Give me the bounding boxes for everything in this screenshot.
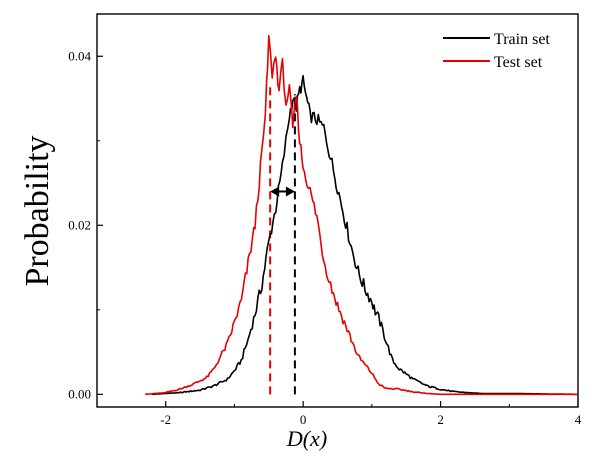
data-series bbox=[145, 34, 578, 396]
axis-tick-labels: -2 0 2 4 0.00 0.02 0.04 bbox=[68, 48, 582, 427]
reference-lines bbox=[269, 85, 296, 395]
arrow-head-left bbox=[270, 186, 280, 197]
legend-label-test: Test set bbox=[494, 54, 543, 71]
y-tick-label: 0.00 bbox=[68, 386, 91, 401]
x-tick-label: 4 bbox=[575, 412, 582, 427]
series-line-test bbox=[145, 34, 578, 396]
x-tick-label: -2 bbox=[160, 412, 171, 427]
x-tick-label: 2 bbox=[437, 412, 444, 427]
shift-arrow bbox=[270, 186, 295, 197]
x-tick-label: 0 bbox=[300, 412, 307, 427]
y-tick-label: 0.04 bbox=[68, 48, 91, 63]
arrow-head-right bbox=[285, 186, 295, 197]
legend: Train set Test set bbox=[443, 31, 550, 71]
y-axis-title: Probability bbox=[19, 135, 56, 286]
axis-ticks bbox=[96, 55, 579, 407]
plot-area bbox=[96, 13, 579, 408]
x-axis-title: D(x) bbox=[286, 426, 327, 451]
y-tick-label: 0.02 bbox=[68, 217, 91, 232]
legend-label-train: Train set bbox=[494, 31, 550, 48]
